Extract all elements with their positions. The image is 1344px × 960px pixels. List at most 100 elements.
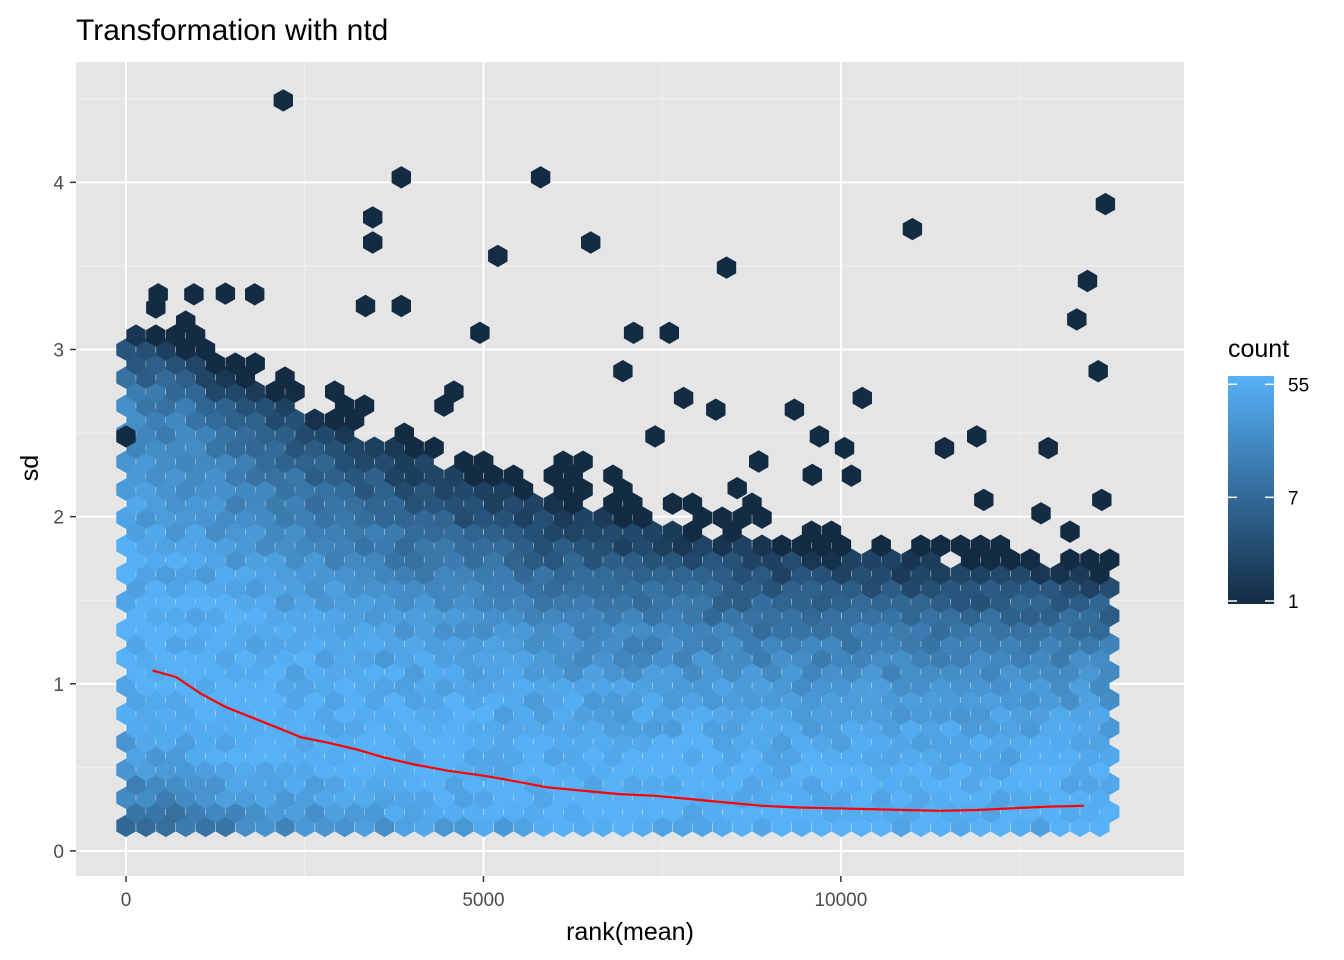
hexbin-cell [1050, 618, 1070, 641]
hexbin-cell [146, 436, 166, 459]
hexbin-cell [185, 464, 206, 487]
hexbin-cell [265, 408, 285, 431]
hexbin-cell [195, 674, 216, 697]
hexbin-cell [404, 660, 424, 683]
hexbin-cell [344, 436, 365, 459]
hexbin-cell [295, 758, 315, 781]
hexbin-cell [255, 534, 275, 557]
hexbin-cell [732, 646, 752, 669]
hexbin-cell [821, 632, 842, 655]
hexbin-outlier [809, 425, 830, 448]
hexbin-cell [146, 800, 166, 823]
hexbin-cell [404, 436, 424, 459]
hexbin-cell [732, 562, 752, 585]
hexbin-cell [364, 520, 385, 543]
hexbin-cell [116, 394, 136, 417]
hexbin-cell [424, 660, 444, 683]
hexbin-cell [493, 562, 514, 585]
hexbin-cell [235, 646, 255, 669]
hexbin-cell [384, 800, 404, 823]
hexbin-cell [523, 688, 544, 711]
hexbin-cell [742, 688, 762, 711]
hexbin-cell [305, 436, 325, 459]
hexbin-cell [325, 716, 345, 739]
hexbin-cell [146, 324, 166, 347]
hexbin-cell [255, 702, 275, 725]
hexbin-cell [742, 576, 762, 599]
hexbin-cell [523, 800, 544, 823]
hexbin-cell [921, 604, 941, 627]
hexbin-cell [1010, 702, 1030, 725]
hexbin-cell [1030, 786, 1050, 809]
hexbin-cell [126, 800, 146, 823]
hexbin-cell [583, 660, 603, 683]
hexbin-cell [1040, 632, 1060, 655]
hexbin-cell [414, 730, 434, 753]
hexbin-cell [325, 380, 345, 403]
hexbin-cell [225, 464, 245, 487]
hexbin-cell [305, 492, 325, 515]
hexbin-cell [354, 394, 375, 417]
hexbin-cell [702, 660, 722, 683]
hexbin-cell [146, 464, 166, 487]
hexbin-cell [315, 758, 335, 781]
hexbin-cell [156, 758, 176, 781]
hexbin-cell [384, 492, 404, 515]
hexbin-cell [454, 450, 474, 473]
hexbin-cell [811, 814, 832, 838]
hexbin-cell [990, 702, 1011, 725]
hexbin-cell [633, 506, 653, 529]
hexbin-cell [1020, 604, 1040, 627]
hexbin-cell [573, 730, 593, 753]
hexbin-cell [235, 506, 255, 529]
hexbin-outlier [802, 463, 822, 487]
hexbin-cell [394, 562, 414, 585]
hexbin-cell [603, 548, 623, 571]
hexbin-cell [444, 688, 464, 711]
hexbin-outlier [1088, 360, 1108, 383]
hexbin-cell [474, 534, 494, 557]
hexbin-cell [752, 674, 772, 697]
hexbin-cell [732, 702, 752, 725]
hexbin-cell [792, 618, 812, 641]
hexbin-cell [384, 464, 404, 487]
hexbin-cell [136, 366, 156, 389]
hexbin-cell [305, 716, 325, 739]
hexbin-cell [603, 576, 623, 599]
hexbin-cell [533, 758, 554, 781]
hexbin-cell [970, 646, 991, 669]
hexbin-cell [334, 478, 355, 501]
hexbin-cell [851, 786, 871, 809]
hexbin-cell [493, 786, 514, 809]
hexbin-cell [305, 548, 325, 571]
hexbin-cell [643, 716, 663, 739]
hexbin-cell [702, 688, 722, 711]
hexbin-cell [980, 548, 1001, 571]
hexbin-cell [523, 604, 544, 627]
hexbin-cell [185, 380, 206, 403]
hexbin-cell [941, 772, 961, 795]
hexbin-cell [851, 562, 871, 585]
hexbin-cell [205, 380, 226, 403]
hexbin-cell [871, 562, 891, 585]
hexbin-cell [325, 492, 345, 515]
hexbin-cell [503, 772, 524, 795]
hexbin-cell [1020, 660, 1040, 683]
hexbin-cell [871, 674, 891, 697]
hexbin-cell [205, 800, 226, 823]
hexbin-cell [424, 716, 444, 739]
axes-layer: 0 5000 10000 0 1 2 3 4 [53, 173, 867, 911]
hexbin-cell [215, 394, 236, 417]
hexbin-cell [563, 632, 583, 655]
hexbin-cell [960, 800, 981, 823]
hexbin-cell [503, 744, 524, 767]
hexbin-cell [176, 618, 196, 641]
hexbin-cell [484, 576, 504, 599]
hexbin-cell [652, 814, 673, 838]
hexbin-cell [185, 492, 206, 515]
hexbin-cell [662, 716, 683, 739]
hexbin-cell [970, 590, 991, 613]
hexbin-cell [146, 576, 166, 599]
hexbin-cell [593, 814, 613, 838]
hexbin-cell [384, 772, 404, 795]
